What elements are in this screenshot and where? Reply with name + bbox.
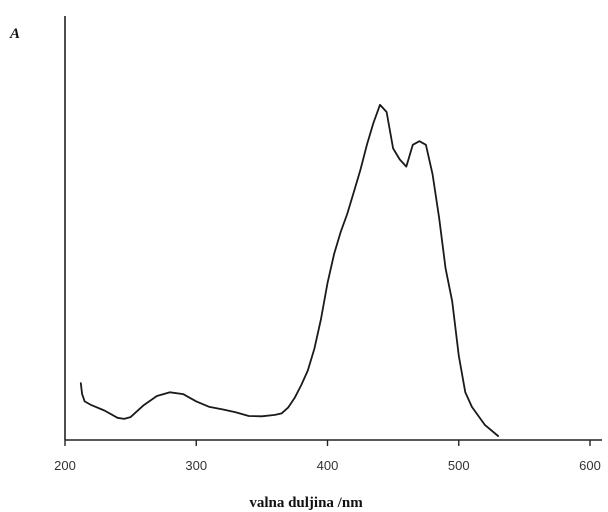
series-layer xyxy=(79,103,499,437)
y-axis-title: A xyxy=(9,26,20,42)
axes xyxy=(64,16,602,441)
x-tick-label: 200 xyxy=(54,458,76,473)
x-tick-label: 500 xyxy=(448,458,470,473)
x-axis-title: valna duljina /nm xyxy=(249,495,363,511)
x-tick-label: 300 xyxy=(185,458,207,473)
series-line xyxy=(79,103,499,437)
x-ticks: 200 300 400 500 600 xyxy=(54,440,601,473)
x-tick-label: 400 xyxy=(317,458,339,473)
x-tick-label: 600 xyxy=(579,458,601,473)
